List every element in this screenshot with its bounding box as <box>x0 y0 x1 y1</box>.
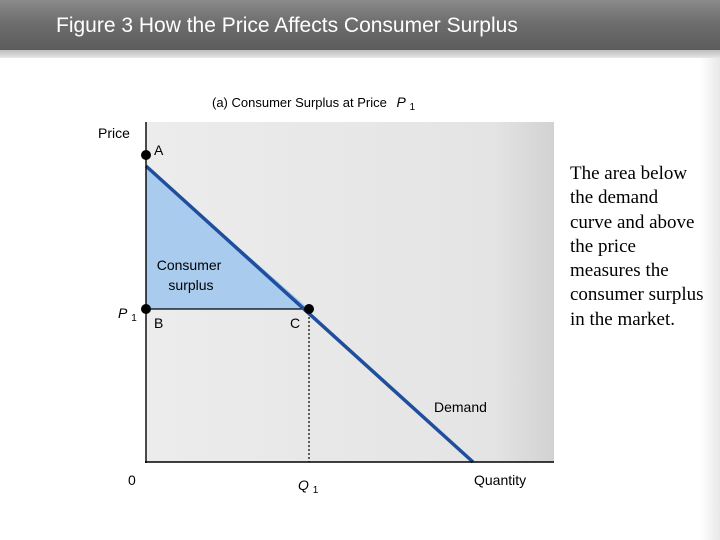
point-a-marker <box>141 150 151 160</box>
copyright-footer: Copyright©2003 Southwestern/Thomson Lear… <box>522 527 678 534</box>
consumer-surplus-label: Consumer surplus <box>157 257 225 293</box>
title-band <box>0 50 720 58</box>
point-c-marker <box>304 304 314 314</box>
price-p1-label: P 1 <box>118 305 137 324</box>
panel-subtitle-text: (a) Consumer Surplus at Price <box>212 95 387 110</box>
explanation-note: The area below the demand curve and abov… <box>570 163 704 330</box>
x-axis-label: Quantity <box>474 472 526 488</box>
point-b-label: B <box>154 315 163 331</box>
panel-subtitle-symbol: P <box>396 94 406 110</box>
quantity-q1-label: Q 1 <box>298 477 319 496</box>
title-bar: Figure 3 How the Price Affects Consumer … <box>0 0 720 50</box>
consumer-surplus-label-line1: Consumer <box>157 257 222 273</box>
point-b-marker <box>141 304 151 314</box>
y-axis-label: Price <box>98 125 130 141</box>
price-p1-subscript: 1 <box>131 313 137 324</box>
panel-subtitle-subscript: 1 <box>409 102 415 113</box>
demand-curve-label: Demand <box>434 399 487 415</box>
consumer-surplus-label-line2: surplus <box>168 277 213 293</box>
quantity-q1-subscript: 1 <box>313 485 319 496</box>
panel-subtitle: (a) Consumer Surplus at Price P 1 <box>212 94 415 113</box>
price-p1-symbol: P <box>118 305 128 321</box>
point-c-label: C <box>290 315 300 331</box>
demand-curve <box>144 164 475 464</box>
slide-title: Figure 3 How the Price Affects Consumer … <box>56 14 518 37</box>
point-a-label: A <box>154 142 164 158</box>
origin-label: 0 <box>128 472 136 488</box>
right-edge-shade <box>700 58 720 540</box>
quantity-q1-symbol: Q <box>298 477 309 493</box>
